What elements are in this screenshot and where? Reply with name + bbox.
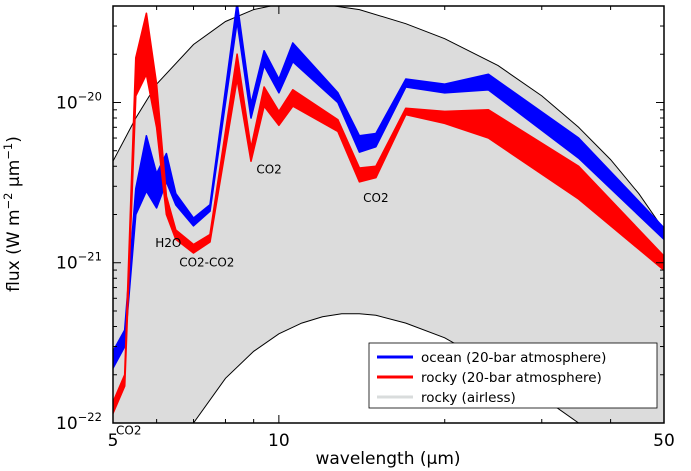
- x-tick-label: 10: [268, 431, 290, 451]
- y-tick-label: 10−21: [56, 250, 102, 274]
- x-tick-label: 50: [653, 431, 675, 451]
- annotation-label: CO2: [256, 163, 281, 177]
- x-tick-label: 5: [108, 431, 119, 451]
- annotation-label: CO2: [363, 191, 388, 205]
- legend-label: rocky (airless): [421, 390, 516, 406]
- airless-envelope-upper-line: [113, 6, 664, 231]
- legend-label: rocky (20-bar atmosphere): [421, 370, 602, 386]
- legend-label: ocean (20-bar atmosphere): [421, 350, 606, 366]
- x-axis-label: wavelength (µm): [315, 449, 460, 469]
- y-tick-label: 10−22: [56, 410, 102, 434]
- legend-box: [368, 342, 658, 409]
- annotation-label: CO2-CO2: [179, 255, 234, 269]
- annotation-label: CO2: [116, 423, 141, 437]
- series-band-ocean: [113, 6, 664, 369]
- annotation-label: H2O: [155, 236, 181, 250]
- y-tick-label: 10−20: [56, 89, 102, 113]
- legend: ocean (20-bar atmosphere) rocky (20-bar a…: [368, 342, 658, 409]
- y-axis-label: flux (W m−2 µm−1): [1, 136, 24, 292]
- series-band-rocky: [113, 12, 664, 415]
